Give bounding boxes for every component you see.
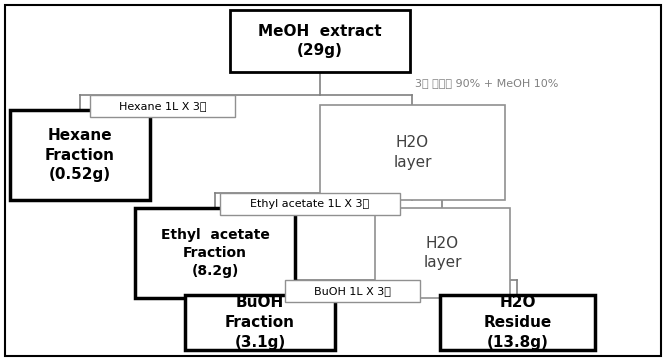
Text: BuOH
Fraction
(3.1g): BuOH Fraction (3.1g) (225, 295, 295, 350)
Text: H2O
layer: H2O layer (424, 236, 462, 270)
FancyBboxPatch shape (320, 105, 505, 200)
Text: Hexane
Fraction
(0.52g): Hexane Fraction (0.52g) (45, 128, 115, 182)
FancyBboxPatch shape (10, 110, 150, 200)
Text: H2O
Residue
(13.8g): H2O Residue (13.8g) (484, 295, 551, 350)
FancyBboxPatch shape (220, 193, 400, 215)
FancyBboxPatch shape (135, 208, 295, 298)
FancyBboxPatch shape (375, 208, 510, 298)
Text: BuOH 1L X 3회: BuOH 1L X 3회 (314, 286, 391, 296)
FancyBboxPatch shape (90, 95, 235, 117)
FancyBboxPatch shape (285, 280, 420, 302)
Text: Hexane 1L X 3회: Hexane 1L X 3회 (119, 101, 206, 111)
Text: Ethyl  acetate
Fraction
(8.2g): Ethyl acetate Fraction (8.2g) (161, 227, 270, 278)
Text: H2O
layer: H2O layer (393, 135, 432, 170)
Text: 3차 증류수 90% + MeOH 10%: 3차 증류수 90% + MeOH 10% (415, 78, 558, 88)
Text: Ethyl acetate 1L X 3회: Ethyl acetate 1L X 3회 (250, 199, 370, 209)
Text: MeOH  extract
(29g): MeOH extract (29g) (258, 23, 382, 58)
FancyBboxPatch shape (185, 295, 335, 350)
FancyBboxPatch shape (440, 295, 595, 350)
FancyBboxPatch shape (230, 10, 410, 72)
